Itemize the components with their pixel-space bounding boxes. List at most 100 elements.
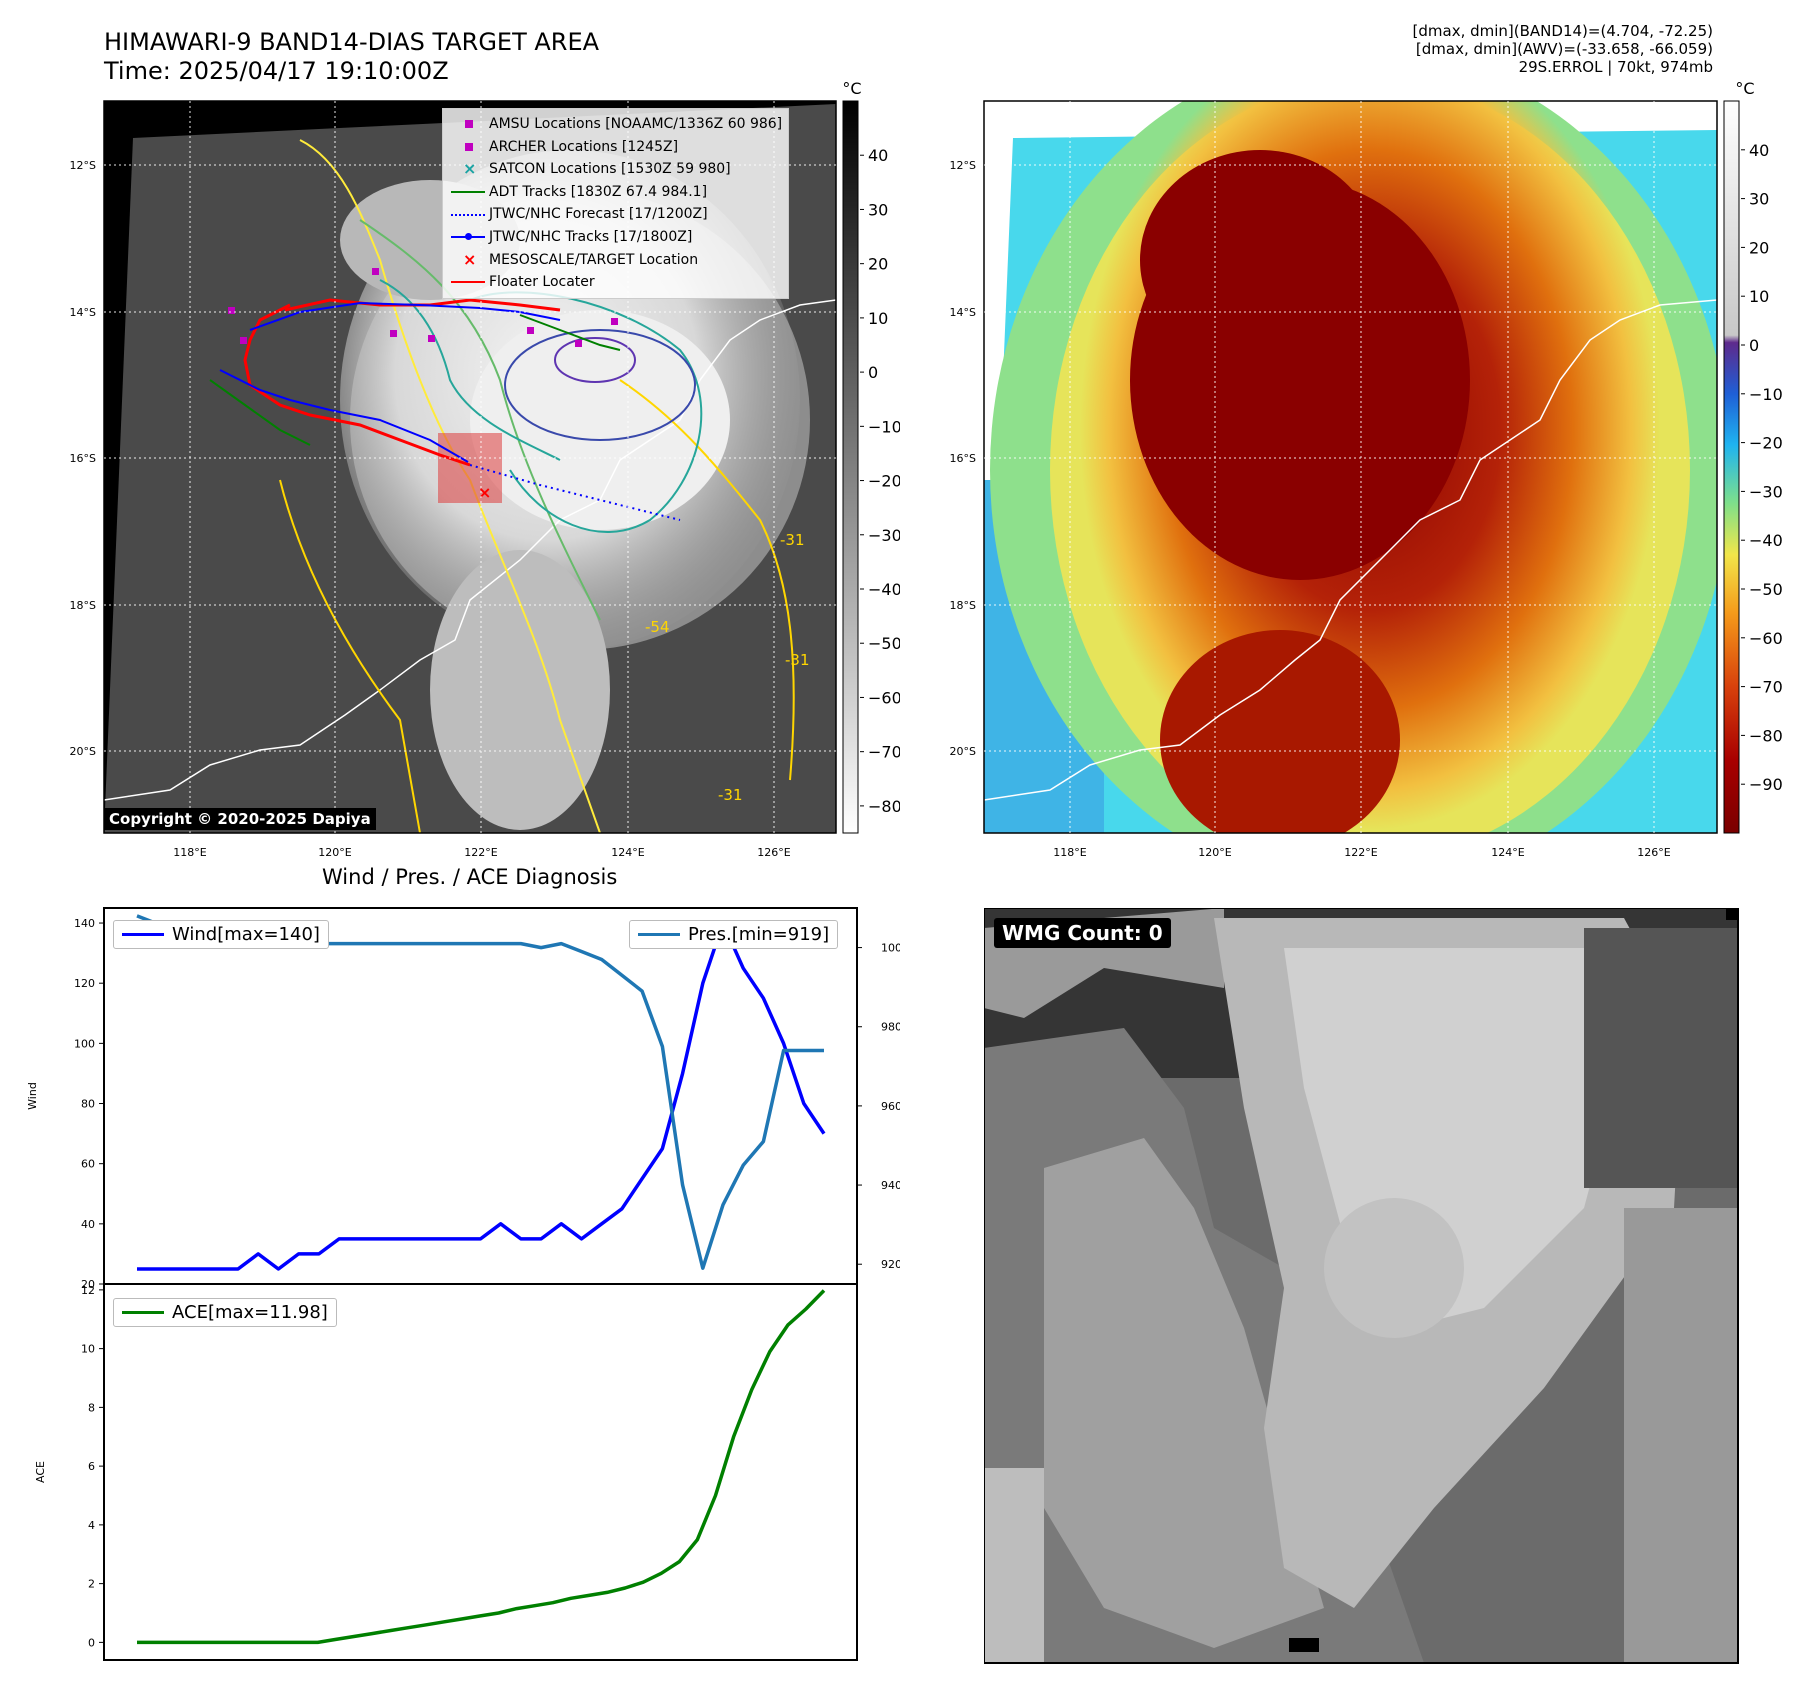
lon-tick-122e: 122°E (464, 846, 497, 859)
colorbar-tick-label: −80 (868, 797, 900, 816)
wind-ytick-label: 120 (74, 977, 95, 990)
lat-tick-20s: 20°S (950, 745, 976, 758)
ace-legend-line (122, 1311, 164, 1314)
colorbar-tick-label: −60 (1749, 629, 1783, 648)
lon-tick-124e: 124°E (1491, 846, 1524, 859)
legend-label: ADT Tracks [1830Z 67.4 984.1] (489, 183, 708, 200)
wmg-count-badge: WMG Count: 0 (994, 918, 1171, 948)
left-colorbar-ticks: 40 30 20 10 0 −10 −20 −30 −40 −50 −60 −70 −80 (860, 146, 900, 816)
lat-tick-14s: 14°S (70, 306, 96, 319)
info-line3: 29S.ERROL | 70kt, 974mb (1518, 58, 1713, 76)
ace-ytick-label: 10 (81, 1343, 95, 1356)
colorbar-tick-label: −70 (1749, 678, 1783, 697)
storm-info: [dmax, dmin](BAND14)=(4.704, -72.25) [dm… (1413, 22, 1713, 76)
ace-ytick-label: 0 (88, 1636, 95, 1649)
colorbar-tick-label: 20 (1749, 238, 1769, 257)
ace-ytick-label: 4 (88, 1519, 95, 1532)
contour-label: -31 (780, 531, 805, 549)
legend-entry: Floater Locater (449, 271, 782, 294)
legend-label: JTWC/NHC Tracks [17/1800Z] (489, 228, 693, 245)
wind-ytick-label: 100 (74, 1037, 95, 1050)
ace-axis-label: ACE (34, 1461, 47, 1483)
info-line1: [dmax, dmin](BAND14)=(4.704, -72.25) (1412, 22, 1713, 40)
colorbar-tick-label: −20 (868, 472, 900, 491)
lon-tick-120e: 120°E (1198, 846, 1231, 859)
square-marker-icon (449, 136, 489, 158)
wmg-panel (984, 908, 1739, 1664)
right-map-image (984, 101, 1717, 833)
colorbar-tick-label: 40 (868, 146, 888, 165)
ace-legend-label: ACE[max=11.98] (172, 1302, 328, 1323)
ace-ytick-label: 2 (88, 1578, 95, 1591)
pres-ytick-label: 920 (881, 1258, 900, 1271)
wmg-image (984, 908, 1738, 1663)
colorbar-tick-label: −30 (1749, 482, 1783, 501)
pressure-series-line (136, 914, 824, 1270)
colorbar-tick-label: −80 (1749, 726, 1783, 745)
ace-ytick-label: 6 (88, 1460, 95, 1473)
copyright-badge: Copyright © 2020-2025 Dapiya (104, 808, 376, 830)
colorbar-tick-label: −40 (868, 580, 900, 599)
legend-entry: JTWC/NHC Forecast [17/1200Z] (449, 203, 782, 226)
lat-tick-14s: 14°S (950, 306, 976, 319)
colorbar-tick-label: 30 (868, 200, 888, 219)
pres-legend-line (638, 933, 680, 936)
legend-entry: ADT Tracks [1830Z 67.4 984.1] (449, 181, 782, 204)
left-map-legend: AMSU Locations [NOAAMC/1336Z 60 986] ARCH… (442, 108, 790, 299)
ace-series-line (137, 1289, 826, 1645)
solid-line-icon (449, 271, 489, 293)
ace-ytick-label: 12 (81, 1284, 95, 1297)
colorbar-tick-label: −30 (868, 526, 900, 545)
contour-label: -31 (718, 786, 743, 804)
x-marker-icon: × (463, 159, 477, 179)
colorbar-tick-label: 10 (868, 309, 888, 328)
wind-ytick-label: 60 (81, 1158, 95, 1171)
figure-title: HIMAWARI-9 BAND14-DIAS TARGET AREA Time:… (104, 28, 599, 86)
lat-tick-20s: 20°S (70, 745, 96, 758)
info-line2: [dmax, dmin](AWV)=(-33.658, -66.059) (1415, 40, 1713, 58)
lon-tick-118e: 118°E (173, 846, 206, 859)
legend-entry: × MESOSCALE/TARGET Location (449, 249, 782, 272)
lon-tick-126e: 126°E (1637, 846, 1670, 859)
lat-tick-12s: 12°S (950, 159, 976, 172)
wind-series-line (137, 921, 826, 1271)
left-colorbar (842, 100, 859, 834)
wind-axis-label: Wind (26, 1082, 39, 1110)
lat-tick-16s: 16°S (950, 452, 976, 465)
lon-tick-126e: 126°E (757, 846, 790, 859)
wind-legend-line (122, 933, 164, 936)
wind-legend-label: Wind[max=140] (172, 924, 320, 945)
pres-legend-label: Pres.[min=919] (688, 924, 830, 945)
pres-legend: Pres.[min=919] (629, 920, 839, 949)
colorbar-tick-label: −50 (868, 634, 900, 653)
colorbar-tick-label: 40 (1749, 141, 1769, 160)
lat-tick-18s: 18°S (70, 599, 96, 612)
legend-label: JTWC/NHC Forecast [17/1200Z] (489, 206, 708, 223)
pres-ytick-label: 960 (881, 1100, 900, 1113)
legend-label: MESOSCALE/TARGET Location (489, 251, 699, 268)
legend-label: AMSU Locations [NOAAMC/1336Z 60 986] (489, 116, 783, 132)
contour-label: -31 (785, 651, 810, 669)
title-line2: Time: 2025/04/17 19:10:00Z (104, 57, 449, 85)
ace-plot-frame (103, 1283, 858, 1661)
legend-entry: × SATCON Locations [1530Z 59 980] (449, 158, 782, 181)
wind-ytick-label: 140 (74, 917, 95, 930)
right-map-lon-ticks: 118°E 120°E 122°E 124°E 126°E (1053, 846, 1670, 859)
wind-ytick-label: 20 (81, 1278, 95, 1291)
colorbar-tick-label: −20 (1749, 434, 1783, 453)
diagnosis-title: Wind / Pres. / ACE Diagnosis (322, 865, 618, 889)
lon-tick-120e: 120°E (318, 846, 351, 859)
colorbar-tick-label: 30 (1749, 190, 1769, 209)
left-map-lon-ticks: 118°E 120°E 122°E 124°E 126°E (173, 846, 790, 859)
diagnosis-chart: 204060801001201409209409609801000WindPre… (26, 907, 900, 1661)
colorbar-tick-label: 20 (868, 255, 888, 274)
colorbar-tick-label: −90 (1749, 775, 1783, 794)
colorbar-tick-label: −70 (868, 743, 900, 762)
wind-ytick-label: 80 (81, 1098, 95, 1111)
colorbar-tick-label: −60 (868, 688, 900, 707)
dotted-line-icon (449, 204, 489, 226)
colorbar-tick-label: −50 (1749, 580, 1783, 599)
legend-label: Floater Locater (489, 274, 595, 291)
wind-ytick-label: 40 (81, 1218, 95, 1231)
right-map-panel: 12°S 14°S 16°S 18°S 20°S 118°E 120°E 122… (950, 79, 1783, 859)
